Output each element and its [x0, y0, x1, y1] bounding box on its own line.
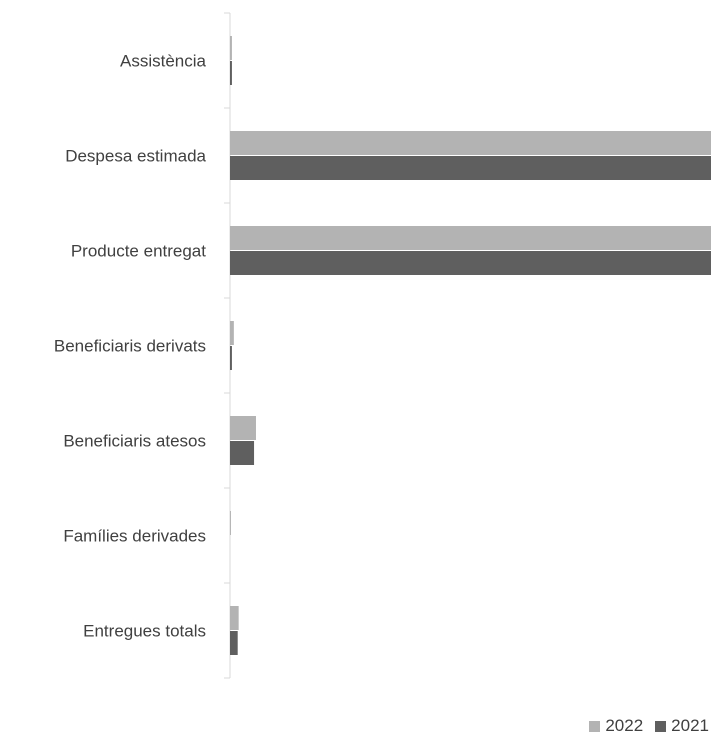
- legend-item-2021: 2021: [655, 716, 709, 736]
- bar-2021: [230, 441, 255, 465]
- category-label: Beneficiaris atesos: [63, 432, 206, 451]
- bar-2022: [230, 606, 239, 630]
- bar-2021: [230, 61, 232, 85]
- legend-swatch-2021: [655, 720, 667, 732]
- category-label: Assistència: [120, 52, 207, 71]
- category-label: Producte entregat: [71, 242, 206, 261]
- bar-2021: [230, 631, 238, 655]
- category-label: Famílies derivades: [63, 527, 206, 546]
- category-label: Entregues totals: [83, 622, 206, 641]
- bar-2022: [230, 131, 711, 155]
- bar-2021: [230, 346, 232, 370]
- bar-2022: [230, 416, 256, 440]
- bar-2022: [230, 36, 232, 60]
- category-label: Beneficiaris derivats: [54, 337, 206, 356]
- bar-2022: [230, 226, 711, 250]
- category-label: Despesa estimada: [65, 147, 206, 166]
- legend: 2022 2021: [589, 716, 709, 736]
- legend-label-2021: 2021: [671, 716, 709, 735]
- legend-item-2022: 2022: [589, 716, 643, 736]
- bar-2022: [230, 321, 234, 345]
- legend-label-2022: 2022: [605, 716, 644, 735]
- bar-2021: [230, 251, 711, 275]
- legend-swatch-2022: [589, 720, 601, 732]
- bar-2022: [230, 511, 231, 535]
- bar-2021: [230, 156, 711, 180]
